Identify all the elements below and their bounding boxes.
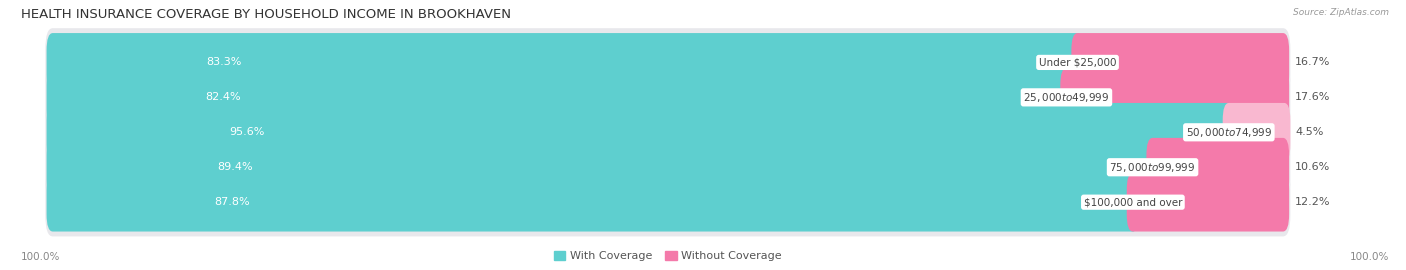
FancyBboxPatch shape [1126, 173, 1289, 232]
Text: $100,000 and over: $100,000 and over [1084, 197, 1182, 207]
FancyBboxPatch shape [46, 138, 1159, 197]
FancyBboxPatch shape [46, 33, 1084, 92]
Text: $75,000 to $99,999: $75,000 to $99,999 [1109, 161, 1195, 174]
Text: 100.0%: 100.0% [21, 252, 60, 262]
FancyBboxPatch shape [45, 168, 1291, 237]
FancyBboxPatch shape [1146, 138, 1289, 197]
Text: 12.2%: 12.2% [1295, 197, 1330, 207]
Text: 4.5%: 4.5% [1295, 127, 1323, 137]
Text: 87.8%: 87.8% [215, 197, 250, 207]
FancyBboxPatch shape [45, 28, 1291, 97]
Text: $50,000 to $74,999: $50,000 to $74,999 [1185, 126, 1272, 139]
FancyBboxPatch shape [48, 105, 1288, 160]
FancyBboxPatch shape [46, 173, 1139, 232]
FancyBboxPatch shape [48, 140, 1288, 194]
FancyBboxPatch shape [46, 68, 1073, 127]
Text: 100.0%: 100.0% [1350, 252, 1389, 262]
Text: 89.4%: 89.4% [218, 162, 253, 172]
FancyBboxPatch shape [48, 35, 1288, 90]
Text: 83.3%: 83.3% [207, 58, 242, 68]
Text: $25,000 to $49,999: $25,000 to $49,999 [1024, 91, 1109, 104]
FancyBboxPatch shape [45, 98, 1291, 167]
FancyBboxPatch shape [48, 70, 1288, 125]
Legend: With Coverage, Without Coverage: With Coverage, Without Coverage [550, 247, 786, 266]
FancyBboxPatch shape [45, 133, 1291, 201]
FancyBboxPatch shape [45, 63, 1291, 131]
Text: 16.7%: 16.7% [1295, 58, 1330, 68]
FancyBboxPatch shape [1071, 33, 1289, 92]
Text: 10.6%: 10.6% [1295, 162, 1330, 172]
Text: Source: ZipAtlas.com: Source: ZipAtlas.com [1294, 8, 1389, 17]
FancyBboxPatch shape [48, 175, 1288, 230]
Text: Under $25,000: Under $25,000 [1039, 58, 1116, 68]
Text: HEALTH INSURANCE COVERAGE BY HOUSEHOLD INCOME IN BROOKHAVEN: HEALTH INSURANCE COVERAGE BY HOUSEHOLD I… [21, 8, 512, 21]
Text: 95.6%: 95.6% [229, 127, 264, 137]
FancyBboxPatch shape [1223, 103, 1291, 162]
Text: 17.6%: 17.6% [1295, 92, 1330, 102]
Text: 82.4%: 82.4% [205, 92, 240, 102]
FancyBboxPatch shape [46, 103, 1234, 162]
FancyBboxPatch shape [1060, 68, 1289, 127]
